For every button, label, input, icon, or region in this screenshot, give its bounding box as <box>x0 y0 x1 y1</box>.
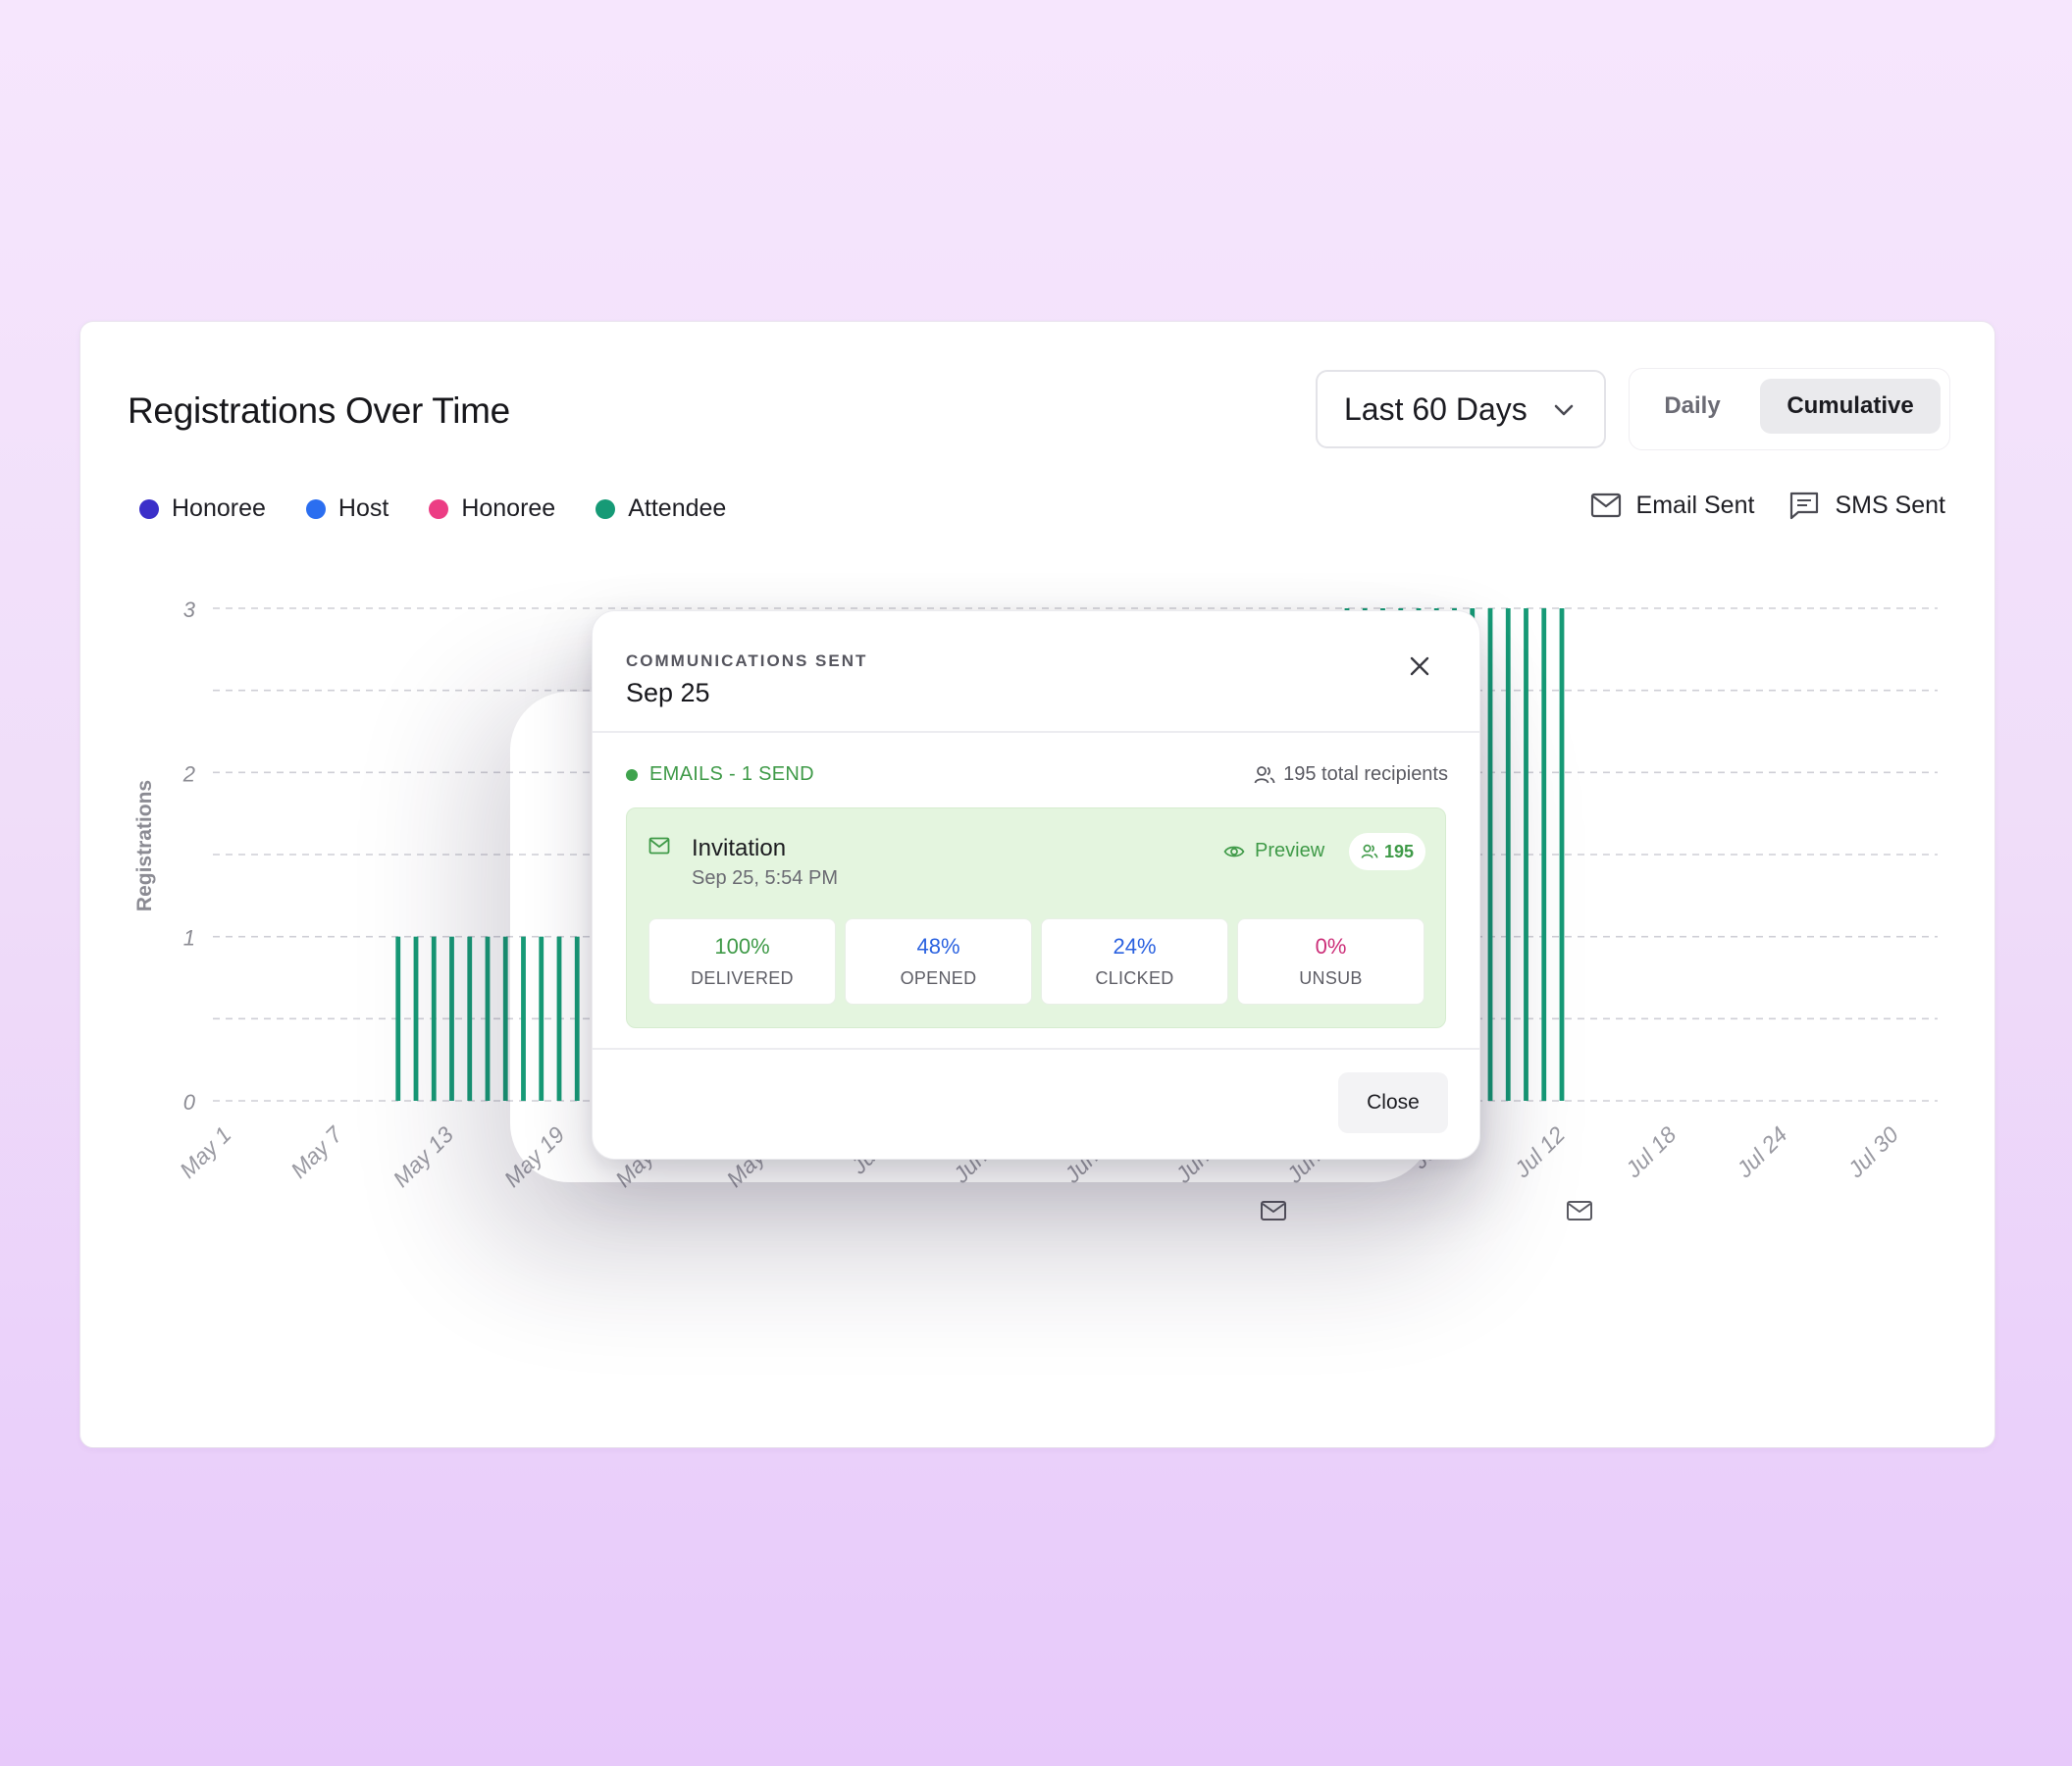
bar <box>1524 608 1528 1101</box>
recipients-text: 195 total recipients <box>1283 763 1448 785</box>
legend-dot <box>596 498 616 519</box>
email-marker-icon[interactable] <box>1567 1201 1592 1221</box>
x-tick-label: May 7 <box>285 1120 348 1183</box>
y-tick-label: 3 <box>183 597 196 622</box>
bar <box>449 936 454 1101</box>
emails-section-label: EMAILS - 1 SEND <box>626 763 814 786</box>
y-axis-label: Registrations <box>133 780 156 911</box>
x-tick-label: May 19 <box>499 1121 570 1192</box>
stat-value: 100% <box>714 934 770 959</box>
mail-icon-body <box>1261 1201 1286 1221</box>
legend-label: Honoree <box>172 494 266 522</box>
x-tick-label: Jul 24 <box>1731 1121 1791 1182</box>
stat-unsub: 0% UNSUB <box>1237 918 1424 1005</box>
legend-email-label: Email Sent <box>1635 491 1755 519</box>
legend-dot <box>429 498 449 519</box>
stat-label: DELIVERED <box>691 968 794 988</box>
total-recipients: 195 total recipients <box>1254 763 1448 786</box>
mail-icon-flap <box>1262 1203 1285 1213</box>
legend-dot <box>305 498 326 519</box>
date-range-select[interactable]: Last 60 Days <box>1316 370 1606 448</box>
email-marker-icon[interactable] <box>1261 1201 1286 1221</box>
modal-eyebrow: COMMUNICATIONS SENT <box>626 651 868 670</box>
bar <box>1541 608 1547 1101</box>
users-icon <box>1361 844 1378 858</box>
toggle-daily-button[interactable]: Daily <box>1664 392 1721 419</box>
users-icon <box>1254 765 1275 783</box>
mail-icon-body <box>1567 1201 1592 1221</box>
close-icon[interactable] <box>1406 652 1433 680</box>
bar <box>556 936 562 1101</box>
legend-label: Host <box>337 494 389 522</box>
stat-label: UNSUB <box>1299 968 1363 988</box>
bar <box>413 936 419 1101</box>
preview-label: Preview <box>1255 840 1325 861</box>
legend-dot <box>139 498 159 519</box>
chart-legend: Honoree Host Honoree Attendee <box>139 494 766 523</box>
x-tick-label: May 13 <box>388 1121 458 1192</box>
status-dot <box>626 768 638 781</box>
x-tick-label: Jul 18 <box>1620 1121 1682 1183</box>
stat-label: OPENED <box>900 968 977 988</box>
close-button[interactable]: Close <box>1338 1072 1448 1133</box>
bar <box>1559 608 1565 1101</box>
legend-email-sent[interactable]: Email Sent <box>1590 491 1755 520</box>
communications-modal: COMMUNICATIONS SENT Sep 25 EMAILS - 1 SE… <box>592 610 1480 1160</box>
mail-icon <box>648 837 670 855</box>
view-toggle: Daily Cumulative <box>1629 368 1950 450</box>
stat-delivered: 100% DELIVERED <box>648 918 836 1005</box>
legend-item-honoree-2[interactable]: Honoree <box>429 494 555 523</box>
card-title: Registrations Over Time <box>128 390 510 431</box>
stat-clicked: 24% CLICKED <box>1041 918 1228 1005</box>
invitation-card: Invitation Sep 25, 5:54 PM Preview 195 1… <box>626 807 1446 1028</box>
stat-value: 24% <box>1113 934 1157 959</box>
toggle-cumulative-button[interactable]: Cumulative <box>1760 379 1941 434</box>
legend-label: Honoree <box>461 494 556 522</box>
chat-icon <box>1790 492 1819 520</box>
communications-legend: Email Sent SMS Sent <box>1556 491 1945 520</box>
legend-item-host[interactable]: Host <box>305 494 389 523</box>
invitation-title: Invitation <box>692 835 787 861</box>
stat-value: 0% <box>1315 934 1347 959</box>
emails-label: EMAILS - 1 SEND <box>649 763 814 785</box>
x-tick-label: May 1 <box>175 1121 236 1183</box>
invitation-time: Sep 25, 5:54 PM <box>692 867 838 889</box>
mail-icon <box>1590 493 1621 518</box>
modal-divider <box>593 731 1479 733</box>
bar <box>1487 608 1493 1101</box>
y-tick-label: 0 <box>183 1090 196 1115</box>
stat-value: 48% <box>916 934 960 959</box>
chevron-down-icon <box>1554 404 1574 416</box>
bar <box>485 936 491 1101</box>
mail-icon-flap <box>1568 1203 1591 1213</box>
x-tick-label: Jul 30 <box>1842 1121 1904 1183</box>
bar <box>395 936 401 1101</box>
legend-sms-sent[interactable]: SMS Sent <box>1788 491 1945 520</box>
recipient-count-badge: 195 <box>1349 833 1426 870</box>
preview-link[interactable]: Preview <box>1223 840 1324 862</box>
y-tick-label: 2 <box>182 761 195 786</box>
recipient-count: 195 <box>1384 841 1415 861</box>
bar <box>539 936 544 1101</box>
legend-label: Attendee <box>628 494 727 522</box>
bar <box>574 936 580 1101</box>
legend-item-attendee[interactable]: Attendee <box>596 494 726 523</box>
x-tick-label: Jul 12 <box>1509 1121 1571 1183</box>
legend-item-honoree[interactable]: Honoree <box>139 494 266 523</box>
bar <box>467 936 473 1101</box>
eye-icon <box>1223 846 1245 857</box>
stat-label: CLICKED <box>1095 968 1174 988</box>
bar <box>502 936 508 1101</box>
bar <box>431 936 437 1101</box>
stat-opened: 48% OPENED <box>845 918 1032 1005</box>
bar <box>1505 608 1511 1101</box>
y-tick-label: 1 <box>183 926 195 951</box>
bar <box>521 936 526 1101</box>
modal-divider <box>593 1048 1479 1050</box>
modal-date: Sep 25 <box>626 678 710 707</box>
date-range-value: Last 60 Days <box>1344 390 1528 427</box>
legend-sms-label: SMS Sent <box>1835 491 1945 519</box>
